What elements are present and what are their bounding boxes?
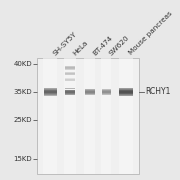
Bar xyxy=(44,91,57,92)
Text: SW620: SW620 xyxy=(108,34,130,57)
Text: RCHY1: RCHY1 xyxy=(145,87,170,96)
Bar xyxy=(85,91,95,92)
Bar xyxy=(65,69,75,70)
Bar xyxy=(120,90,133,91)
Bar xyxy=(65,91,75,92)
Bar xyxy=(102,93,111,94)
Bar xyxy=(43,58,57,174)
Bar xyxy=(102,89,111,90)
Bar xyxy=(84,58,95,174)
Text: 40KD: 40KD xyxy=(13,61,32,67)
Bar xyxy=(85,90,95,91)
Bar xyxy=(102,94,111,95)
Bar xyxy=(44,92,57,93)
Bar xyxy=(102,90,111,91)
Bar xyxy=(65,68,75,69)
Bar xyxy=(37,58,139,174)
Bar xyxy=(44,95,57,96)
Bar xyxy=(44,88,57,89)
Bar xyxy=(120,94,133,95)
Bar xyxy=(120,93,133,94)
Bar xyxy=(44,93,57,94)
Bar xyxy=(65,90,75,91)
Bar xyxy=(85,93,95,94)
Bar xyxy=(85,92,95,93)
Text: 15KD: 15KD xyxy=(13,156,32,161)
Text: 25KD: 25KD xyxy=(14,117,32,123)
Bar xyxy=(85,94,95,95)
Bar xyxy=(65,92,75,93)
Bar xyxy=(65,89,75,90)
Bar xyxy=(102,92,111,93)
Bar xyxy=(44,94,57,95)
Bar xyxy=(44,90,57,91)
Bar xyxy=(85,89,95,90)
Text: Mouse pancreas: Mouse pancreas xyxy=(128,11,174,57)
Bar xyxy=(119,58,133,174)
Bar xyxy=(120,88,133,89)
Text: BT-474: BT-474 xyxy=(91,34,114,57)
Bar xyxy=(65,94,75,95)
Text: HeLa: HeLa xyxy=(72,39,89,57)
Bar xyxy=(120,89,133,90)
Bar xyxy=(44,89,57,90)
Bar xyxy=(101,58,111,174)
Bar xyxy=(65,93,75,94)
Bar xyxy=(64,58,76,174)
Text: SH-SY5Y: SH-SY5Y xyxy=(52,30,78,57)
Bar xyxy=(120,95,133,96)
Bar xyxy=(65,67,75,68)
Bar xyxy=(102,91,111,92)
Bar xyxy=(120,92,133,93)
Text: 35KD: 35KD xyxy=(13,89,32,95)
